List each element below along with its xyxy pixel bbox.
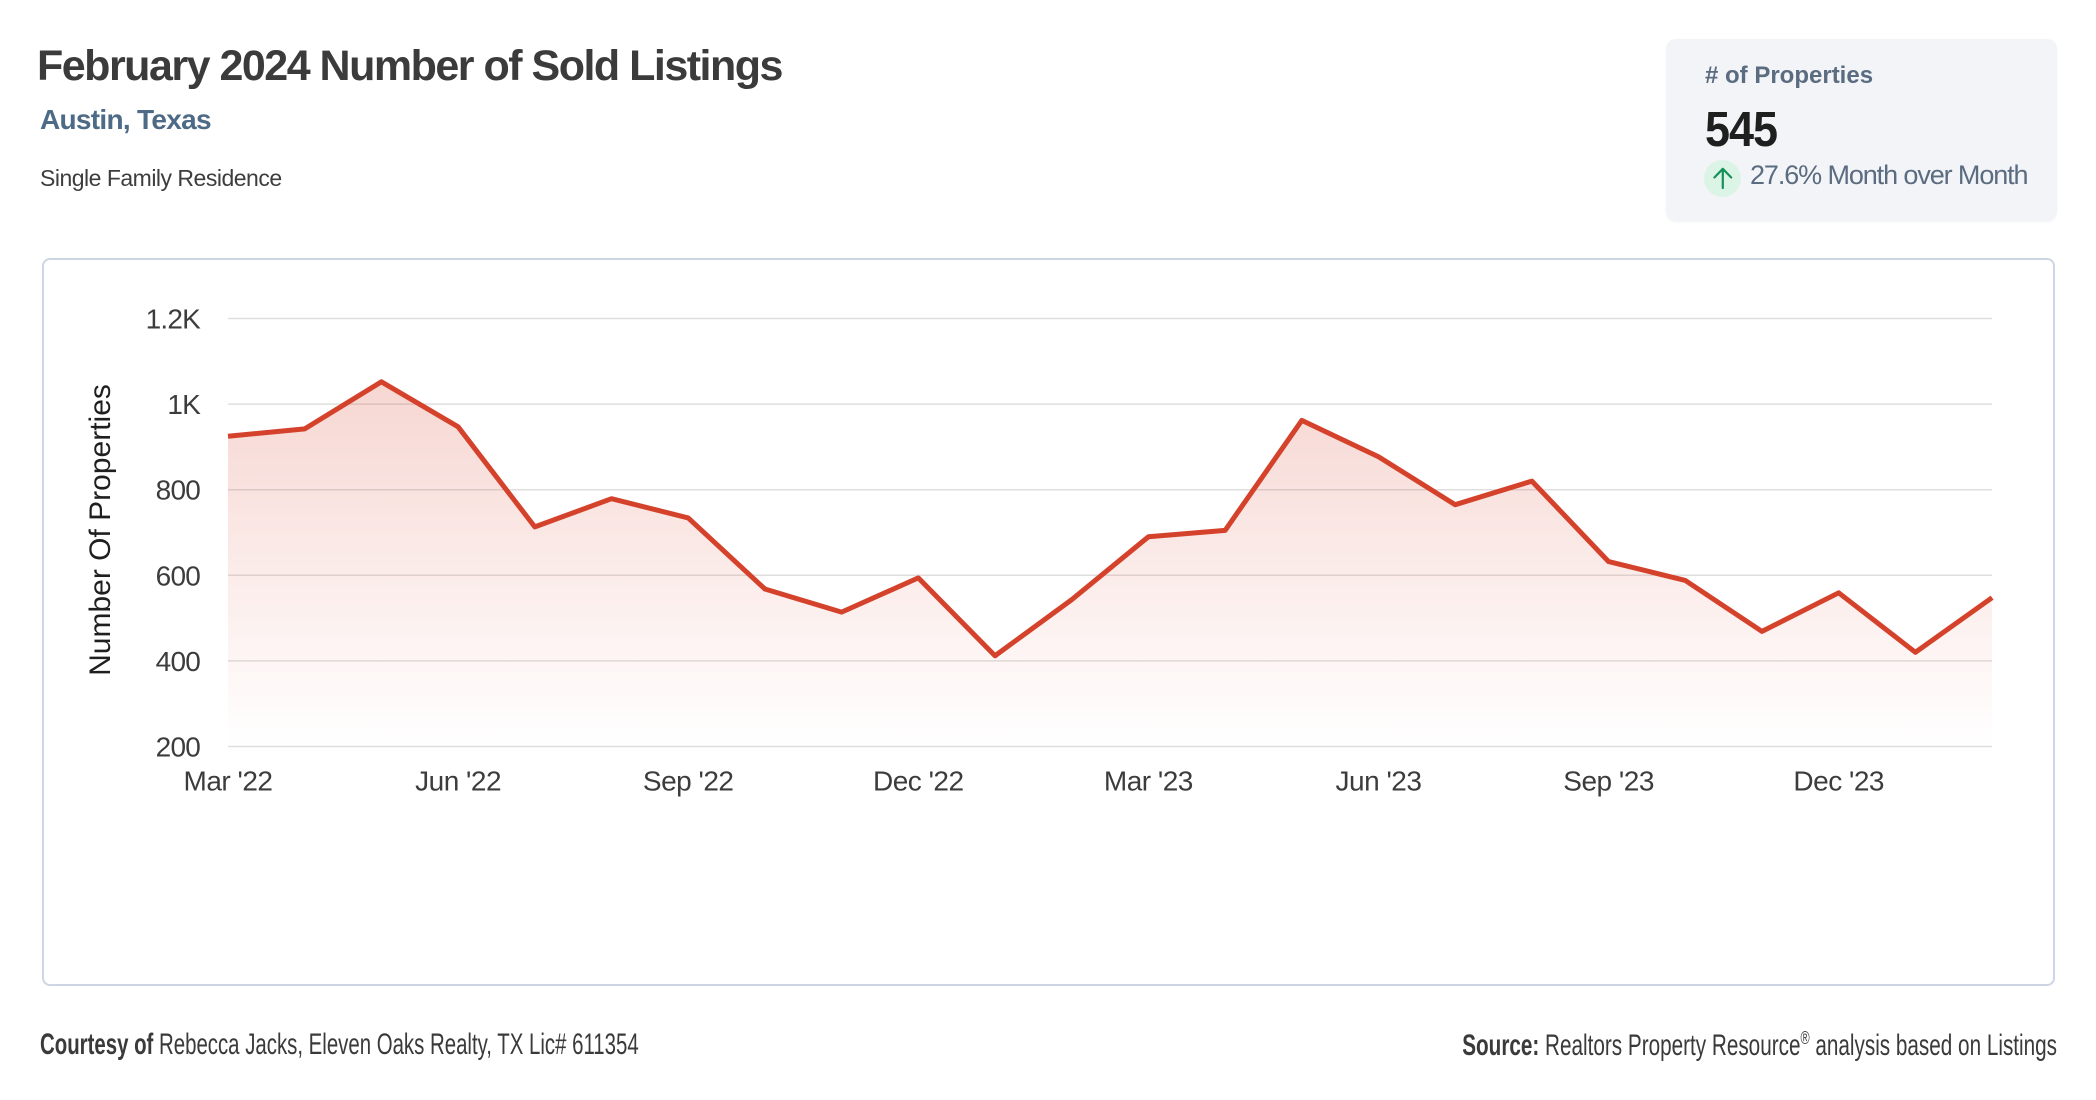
svg-text:Number Of Properties: Number Of Properties: [84, 384, 117, 676]
svg-text:800: 800: [156, 475, 201, 506]
svg-text:Mar '22: Mar '22: [184, 766, 273, 797]
svg-text:200: 200: [156, 732, 201, 763]
svg-text:Dec '23: Dec '23: [1793, 766, 1884, 797]
svg-text:Dec '22: Dec '22: [873, 766, 964, 797]
svg-text:Jun '22: Jun '22: [415, 766, 501, 797]
svg-text:Jun '23: Jun '23: [1336, 766, 1422, 797]
svg-text:400: 400: [156, 646, 201, 677]
svg-text:Mar '23: Mar '23: [1104, 766, 1193, 797]
svg-text:Sep '23: Sep '23: [1563, 766, 1654, 797]
svg-text:Sep '22: Sep '22: [643, 766, 734, 797]
svg-text:1K: 1K: [167, 389, 201, 420]
svg-text:600: 600: [156, 560, 201, 591]
svg-text:1.2K: 1.2K: [146, 304, 202, 335]
